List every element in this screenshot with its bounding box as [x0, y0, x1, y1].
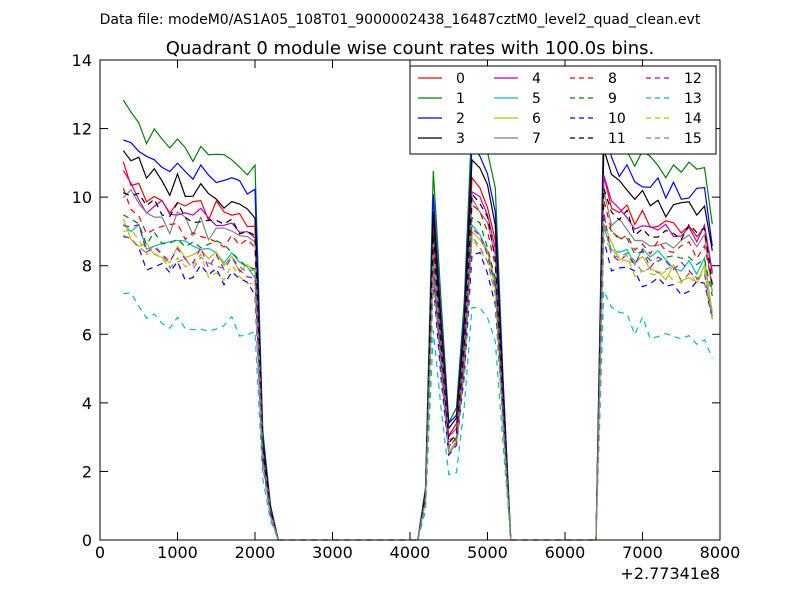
x-tick-label: 6000	[545, 543, 586, 562]
legend-label-7: 7	[532, 131, 541, 147]
series-line-13-part-3	[595, 290, 713, 541]
legend-box	[409, 65, 717, 155]
series-line-13-part-1	[123, 292, 279, 541]
x-tick-label: 7000	[622, 543, 663, 562]
series-line-15-part-3	[595, 222, 713, 541]
series-line-7-part-3	[595, 189, 713, 541]
series-line-10-part-3	[595, 239, 713, 541]
x-tick-label: 4000	[390, 543, 431, 562]
series-line-1-part-3	[595, 105, 713, 541]
series-line-3-part-3	[595, 148, 713, 541]
legend-label-15: 15	[684, 131, 702, 147]
legend-label-8: 8	[608, 71, 617, 87]
series-line-15-part-1	[123, 234, 279, 541]
y-tick-label: 6	[82, 325, 92, 344]
series-line-2-part-1	[123, 139, 279, 541]
series-line-1-part-2	[417, 117, 512, 541]
x-tick-label: 2000	[235, 543, 276, 562]
series-line-0-part-3	[595, 175, 713, 541]
legend-label-1: 1	[456, 91, 465, 107]
series-line-11-part-3	[595, 188, 713, 541]
y-tick-label: 2	[82, 462, 92, 481]
x-offset-label: +2.77341e8	[620, 564, 720, 583]
legend-label-9: 9	[608, 91, 617, 107]
series-line-3-part-2	[417, 158, 512, 541]
series-line-10-part-1	[123, 236, 279, 541]
series-line-6-part-3	[595, 223, 713, 541]
plot-axes: 0 1000 2000 3000 4000 5000 6000 7000 80000246810…	[72, 51, 741, 562]
x-tick-label: 1000	[157, 543, 198, 562]
series-line-14-part-1	[123, 229, 279, 541]
x-tick-label: 0	[95, 543, 105, 562]
series-line-11-part-2	[417, 192, 512, 541]
series-line-8-part-3	[595, 200, 713, 541]
y-tick-label: 12	[72, 120, 92, 139]
series-line-1-part-1	[122, 99, 279, 541]
series-line-9-part-3	[595, 217, 713, 541]
legend-label-12: 12	[684, 71, 702, 87]
x-tick-label: 8000	[700, 543, 741, 562]
series-line-4-part-3	[595, 175, 713, 541]
x-tick-label: 3000	[312, 543, 353, 562]
legend-label-13: 13	[684, 91, 702, 107]
series-line-4-part-1	[122, 170, 279, 541]
series-line-3-part-1	[122, 150, 279, 541]
series-line-13-part-2	[417, 306, 512, 541]
legend-label-3: 3	[456, 131, 465, 147]
legend-label-6: 6	[532, 111, 541, 127]
series-line-12-part-3	[595, 212, 713, 541]
legend-label-14: 14	[684, 111, 702, 127]
x-tick-label: 5000	[467, 543, 508, 562]
series-line-12-part-1	[123, 223, 279, 541]
legend-label-5: 5	[532, 91, 541, 107]
series-line-14-part-3	[595, 236, 713, 541]
legend-label-11: 11	[608, 131, 626, 147]
series-line-6-part-1	[122, 218, 279, 541]
y-tick-label: 4	[82, 394, 92, 413]
series-line-0-part-1	[122, 161, 279, 541]
plot-series	[122, 99, 713, 541]
y-tick-label: 10	[72, 188, 92, 207]
legend-label-10: 10	[608, 111, 626, 127]
series-line-15-part-2	[417, 234, 512, 541]
legend-label-0: 0	[456, 71, 465, 87]
y-tick-label: 8	[82, 257, 92, 276]
legend-label-2: 2	[456, 111, 465, 127]
series-line-9-part-1	[123, 214, 279, 541]
y-tick-label: 0	[82, 531, 92, 550]
series-line-11-part-1	[123, 192, 279, 541]
series-line-8-part-1	[122, 187, 279, 541]
chart-title: Quadrant 0 module wise count rates with …	[166, 38, 655, 59]
series-line-7-part-1	[122, 188, 279, 541]
series-line-2-part-3	[595, 126, 713, 541]
y-tick-label: 14	[72, 51, 92, 70]
data-file-caption: Data file: modeM0/AS1A05_108T01_90000024…	[100, 12, 701, 28]
legend-label-4: 4	[532, 71, 541, 87]
